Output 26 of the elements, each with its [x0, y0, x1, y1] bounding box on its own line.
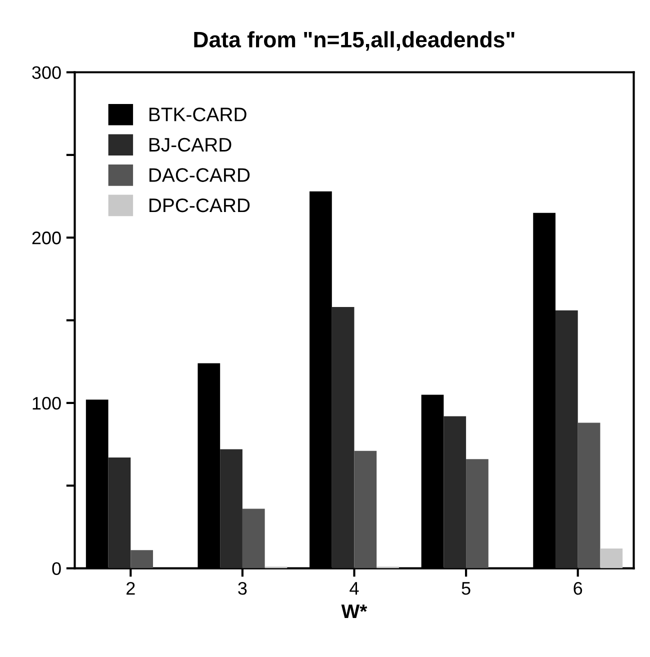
- y-tick-label: 200: [32, 232, 61, 244]
- legend-label: BJ-CARD: [150, 138, 232, 152]
- bar: [600, 548, 623, 568]
- bar: [555, 310, 578, 568]
- bar: [130, 550, 154, 568]
- bar: [444, 416, 466, 568]
- x-tick-label: 5: [462, 582, 470, 595]
- bar: [466, 459, 488, 568]
- x-tick-label: 2: [126, 582, 135, 595]
- y-tick-label: 100: [32, 396, 61, 410]
- bar: [578, 422, 600, 568]
- legend-label: DPC-CARD: [150, 198, 250, 212]
- bar: [332, 307, 354, 568]
- legend-label: DAC-CARD: [150, 168, 250, 182]
- y-tick-label: 300: [32, 66, 61, 79]
- x-tick-label: 6: [574, 582, 582, 595]
- y-tick-label: 0: [52, 562, 61, 576]
- x-axis-title: W*: [341, 604, 368, 618]
- bar: [108, 458, 131, 568]
- chart-title: Data from "n=15,all,deadends": [194, 31, 514, 51]
- bar: [354, 450, 377, 568]
- bar: [220, 449, 242, 568]
- x-tick-label: 4: [350, 582, 359, 595]
- bar: [242, 508, 265, 568]
- legend-label: BTK-CARD: [150, 108, 246, 122]
- x-tick-label: 3: [238, 582, 247, 595]
